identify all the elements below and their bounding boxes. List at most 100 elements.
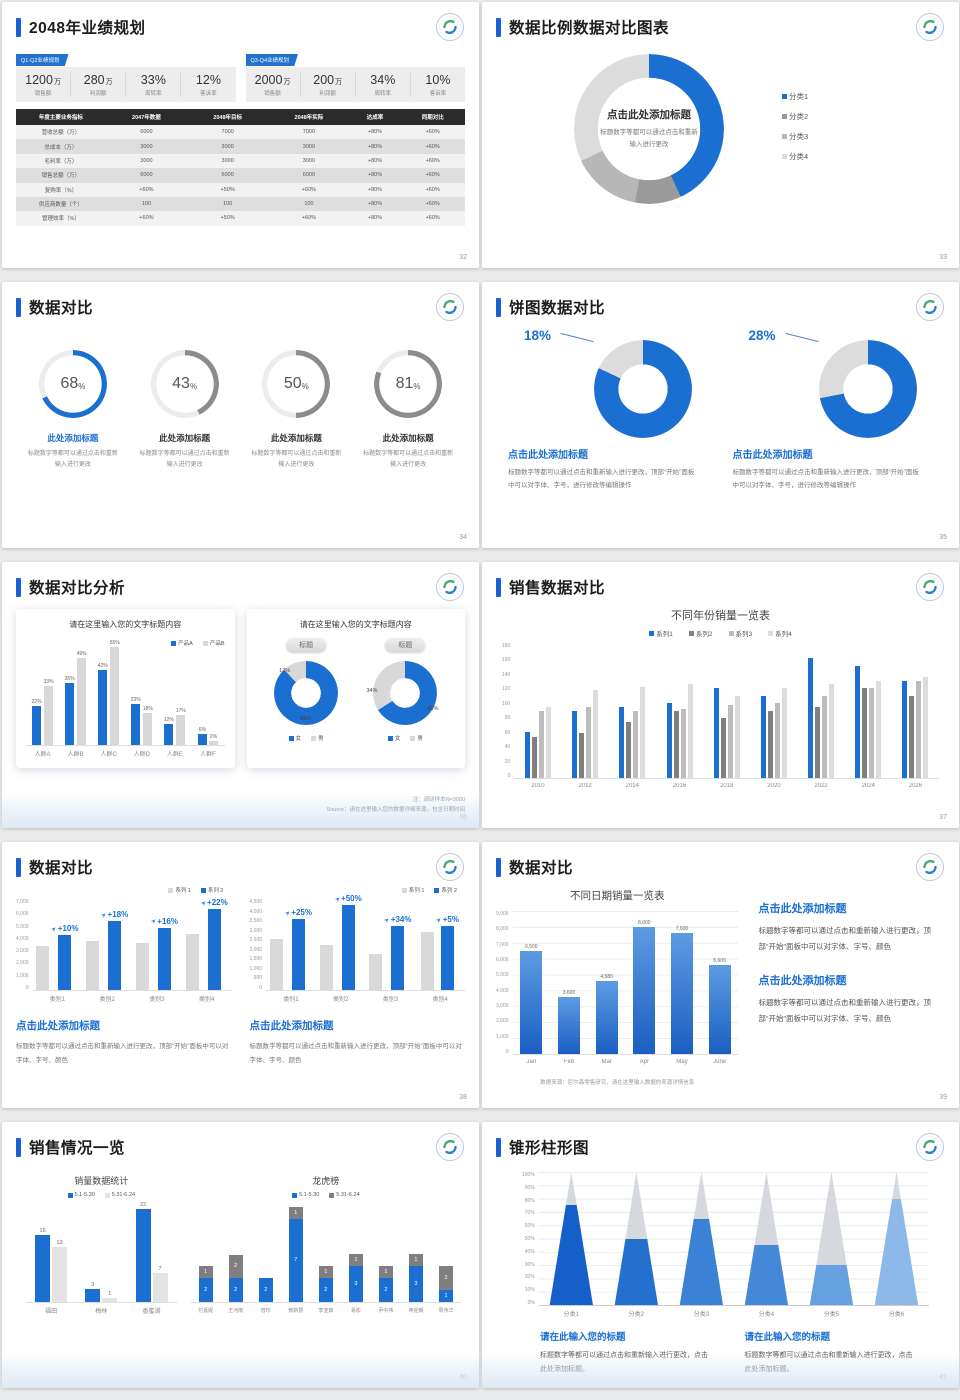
- slide-title: 数据对比分析: [29, 580, 126, 597]
- table-cell: 3000: [268, 139, 350, 154]
- chart-legend: 产品A 产品B: [171, 639, 225, 647]
- legend-item: 5.31-6.24: [104, 1192, 135, 1198]
- x-tick-label: 人群E: [166, 751, 183, 758]
- grouped-bar-chart: 16 13 3 1 22 7 福田 梅林 香蜜湖: [26, 1201, 177, 1317]
- donut-block: 标题 12% 88% 女男: [274, 638, 339, 742]
- x-tick-label: 坤迎朝: [408, 1307, 424, 1314]
- bar: [108, 921, 122, 990]
- title-accent-bar: [16, 297, 21, 317]
- bar-stack: [666, 643, 672, 778]
- y-tick-label: 500: [253, 975, 263, 982]
- slide-37-sales-compare[interactable]: 销售数据对比 不同年份销量一览表 系列1 系列2 系列3 系列4 180 160 140 1…: [482, 562, 959, 828]
- bar-group: 12% 17%: [158, 638, 191, 745]
- bar-stack: [781, 643, 787, 778]
- column-header: 年度主要业务指标: [16, 109, 106, 125]
- ring-value: 43%: [151, 350, 219, 418]
- page-number: 34: [459, 534, 467, 541]
- stat-value: 33%: [140, 73, 166, 87]
- bar-stack: ➤ +22%: [199, 898, 228, 990]
- page-number: 36: [459, 814, 467, 821]
- chart-legend: 系列 1 系列 2: [16, 886, 224, 894]
- stat-value: 2000万: [254, 73, 291, 87]
- growth-label: ➤ +22%: [199, 898, 227, 907]
- table-cell: 3000: [187, 139, 269, 154]
- page-number: 33: [939, 254, 947, 261]
- bar-stack: 6,500: [520, 911, 543, 1054]
- bar-group: 16 13: [26, 1201, 76, 1302]
- text-blocks: 请在此输入您的标题 标题数字等都可以通过点击和重新输入进行更改，点击此处添加标题…: [540, 1329, 915, 1376]
- bar-stack: 1: [102, 1201, 118, 1302]
- table-cell: 3000: [187, 153, 269, 169]
- x-tick-label: 类别3: [149, 996, 165, 1003]
- bar-stack: [822, 643, 828, 778]
- bar-value-label: 7: [158, 1265, 162, 1272]
- slide-header: 数据比例数据对比图表: [496, 12, 945, 42]
- bar: [586, 706, 592, 778]
- stat-label: 利润额: [89, 91, 107, 97]
- pie-heading: 点击此处添加标题: [732, 450, 813, 461]
- x-tick-label: 分类4: [758, 1311, 775, 1318]
- page-number: 35: [939, 534, 947, 541]
- slide-38-growth-compare[interactable]: 数据对比 系列 1 系列 2 7,000 6,000 5,000 4,000 3,000 2…: [2, 842, 479, 1108]
- chart-title: 销量数据统计: [74, 1176, 129, 1186]
- bar-stack: 18%: [143, 638, 153, 745]
- segment-value: 2: [384, 1287, 388, 1294]
- legend-swatch-icon: [329, 1192, 335, 1198]
- legend-item: 5.31-6.24: [329, 1192, 360, 1198]
- ring-number: 43: [172, 375, 190, 392]
- bar-stack: 35%: [65, 638, 75, 745]
- ring-heading: 此处添加标题: [159, 433, 211, 443]
- bar-group: 22% 33%: [26, 638, 59, 745]
- slide-33-ratio-donut[interactable]: 数据比例数据对比图表 点击此处添加标题 标题数字等都可以通过点击和重新输入进行更…: [482, 2, 959, 268]
- bar-stack: 49%: [77, 638, 87, 745]
- bar-segment: 3: [348, 1266, 363, 1302]
- slide-35-pie-compare[interactable]: 饼图数据对比 18% 点击此处添加标题 标题数字等都可以通过点击和重新输入进行更…: [482, 282, 959, 548]
- kpi-table-container: 年度主要业务指标 2047年数据 2048年目标 2048年实际 达成率 同期对比 营收总额…: [16, 109, 465, 226]
- bar-group: 3,600: [550, 911, 588, 1054]
- slide-39-daily-sales[interactable]: 数据对比 不同日期销量一览表 9,000 8,000 7,000 6,000 5,000…: [482, 842, 959, 1108]
- slide-41-cone-chart[interactable]: 锥形柱形图 100% 90% 80% 70% 60% 50% 40% 30% 20% 10% 0% 分…: [482, 1122, 959, 1388]
- slide-34-progress-rings[interactable]: 数据对比 68% 此处添加标题 标题数字等都可以通过点击和重新输入进行更改 43…: [2, 282, 479, 548]
- bar: [666, 703, 672, 778]
- bar-segment: 2: [378, 1278, 393, 1302]
- bar-stack: [640, 643, 646, 778]
- x-tick-label: 2020: [767, 783, 781, 789]
- bar-value-label: 7,600: [675, 926, 689, 933]
- bar: [545, 706, 551, 778]
- stat-label: 周转率: [374, 91, 392, 97]
- bar-stack: [545, 643, 551, 778]
- ring-value: 50%: [262, 350, 330, 418]
- stat: 200万 利润额: [299, 73, 355, 97]
- y-tick-label: 0%: [527, 1299, 535, 1306]
- bar: [197, 734, 207, 745]
- bar-stack: [687, 643, 693, 778]
- bar: [902, 680, 908, 778]
- bar: [829, 684, 835, 778]
- slide-32-performance-plan[interactable]: 2048年业绩规划 Q1-Q2业绩规划 1200万 销售额 280万 利润额 33% 周转率…: [2, 2, 479, 268]
- bar-segment: 2: [228, 1254, 243, 1279]
- slide-40-sales-overview[interactable]: 销售情况一览 销量数据统计 5.1-5.30 5.31-6.24 16 13 3 1 22…: [2, 1122, 479, 1388]
- chart-title: 不同年份销量一览表: [671, 610, 770, 622]
- bar: [58, 935, 72, 990]
- x-tick-label: 类别4: [198, 996, 215, 1003]
- y-tick-label: 7,000: [496, 941, 509, 948]
- block-heading: 点击此处添加标题: [16, 1020, 100, 1032]
- bar-stack: [869, 643, 875, 778]
- bar-value-label: 6%: [198, 727, 207, 734]
- legend-item: 男: [311, 734, 324, 742]
- y-tick-label: 90%: [524, 1184, 535, 1191]
- block-body: 标题数字等都可以通过点击和重新输入进行更改，顶部“开始”面板中可以对字体、字号、…: [249, 1043, 462, 1064]
- bar-group: [656, 643, 703, 778]
- legend-item: 系列 1: [168, 886, 191, 894]
- legend-item: 产品B: [202, 639, 225, 647]
- chart-area: 1 2 2 2 2 1 7 1 2 1 3 1 2 1 3 2 1 付嘉妮 王河南 普珍 敖新慧 李亚茹 易松 尹中伟 坤迎朝周…: [190, 1201, 461, 1317]
- bar-stack: 22: [135, 1201, 151, 1302]
- stat: 10% 客诉率: [409, 73, 465, 97]
- x-tick-label: 2012: [578, 783, 592, 789]
- legend-label: 产品B: [209, 641, 225, 647]
- slide-36-compare-analysis[interactable]: 数据对比分析 请在这里输入您的文字标题内容 产品A 产品B 22% 33% 35% 49…: [2, 562, 479, 828]
